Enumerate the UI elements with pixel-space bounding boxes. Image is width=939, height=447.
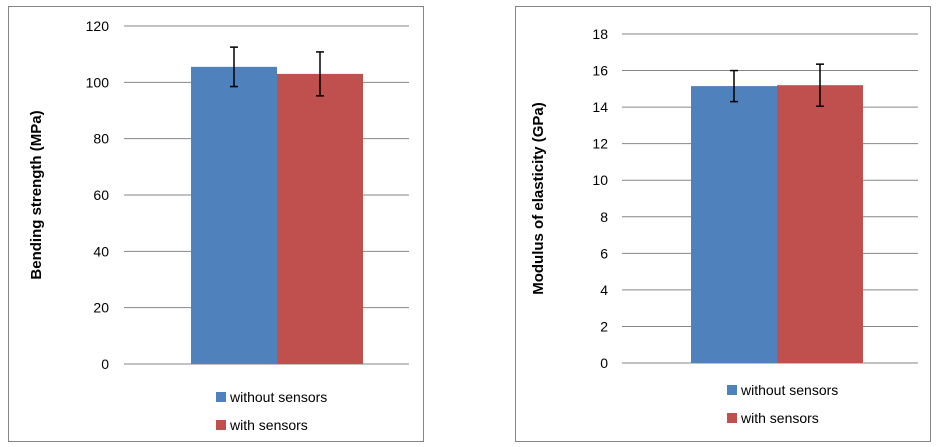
bending-strength-chart: 0 20 40 60 80 100 120 Bending strength (MPa) wit…: [28, 18, 409, 433]
legend-swatch: [216, 420, 226, 430]
y-tick-label: 16: [592, 63, 608, 79]
y-tick-label: 80: [93, 131, 109, 147]
bar-with-sensors: [777, 85, 863, 363]
y-tick-label: 100: [86, 74, 110, 90]
y-tick-label: 10: [592, 172, 608, 188]
y-tick-label: 120: [86, 18, 110, 34]
y-tick-label: 12: [592, 136, 608, 152]
y-tick-label: 8: [600, 209, 608, 225]
legend-label: with sensors: [229, 417, 308, 433]
legend-swatch: [727, 413, 737, 423]
y-tick-label: 14: [592, 99, 608, 115]
y-tick-label: 4: [600, 282, 608, 298]
y-tick-label: 40: [93, 243, 109, 259]
bar-with-sensors: [277, 73, 363, 364]
y-axis-label: Modulus of elasticity (GPa): [530, 102, 547, 295]
modulus-of-elasticity-chart: 0 2 4 6 8 10 12 14 16 18 Modulus of elasticity (GP…: [530, 26, 918, 426]
legend-label: without sensors: [740, 382, 838, 398]
y-tick-label: 20: [93, 300, 109, 316]
bending-strength-chart-panel: 0 20 40 60 80 100 120 Bending strength (MPa) wit…: [8, 6, 424, 442]
y-tick-label: 18: [592, 26, 608, 42]
y-tick-label: 2: [600, 318, 608, 334]
legend-label: without sensors: [229, 389, 327, 405]
modulus-of-elasticity-chart-panel: 0 2 4 6 8 10 12 14 16 18 Modulus of elasticity (GP…: [515, 6, 931, 442]
y-tick-label: 0: [600, 355, 608, 371]
y-tick-label: 6: [600, 245, 608, 261]
bar-without-sensors: [691, 86, 777, 363]
y-tick-label: 0: [101, 356, 109, 372]
legend-label: with sensors: [740, 410, 819, 426]
y-axis-label: Bending strength (MPa): [28, 110, 45, 279]
y-tick-label: 60: [93, 187, 109, 203]
legend-swatch: [727, 385, 737, 395]
legend-swatch: [216, 392, 226, 402]
bar-without-sensors: [191, 66, 277, 364]
